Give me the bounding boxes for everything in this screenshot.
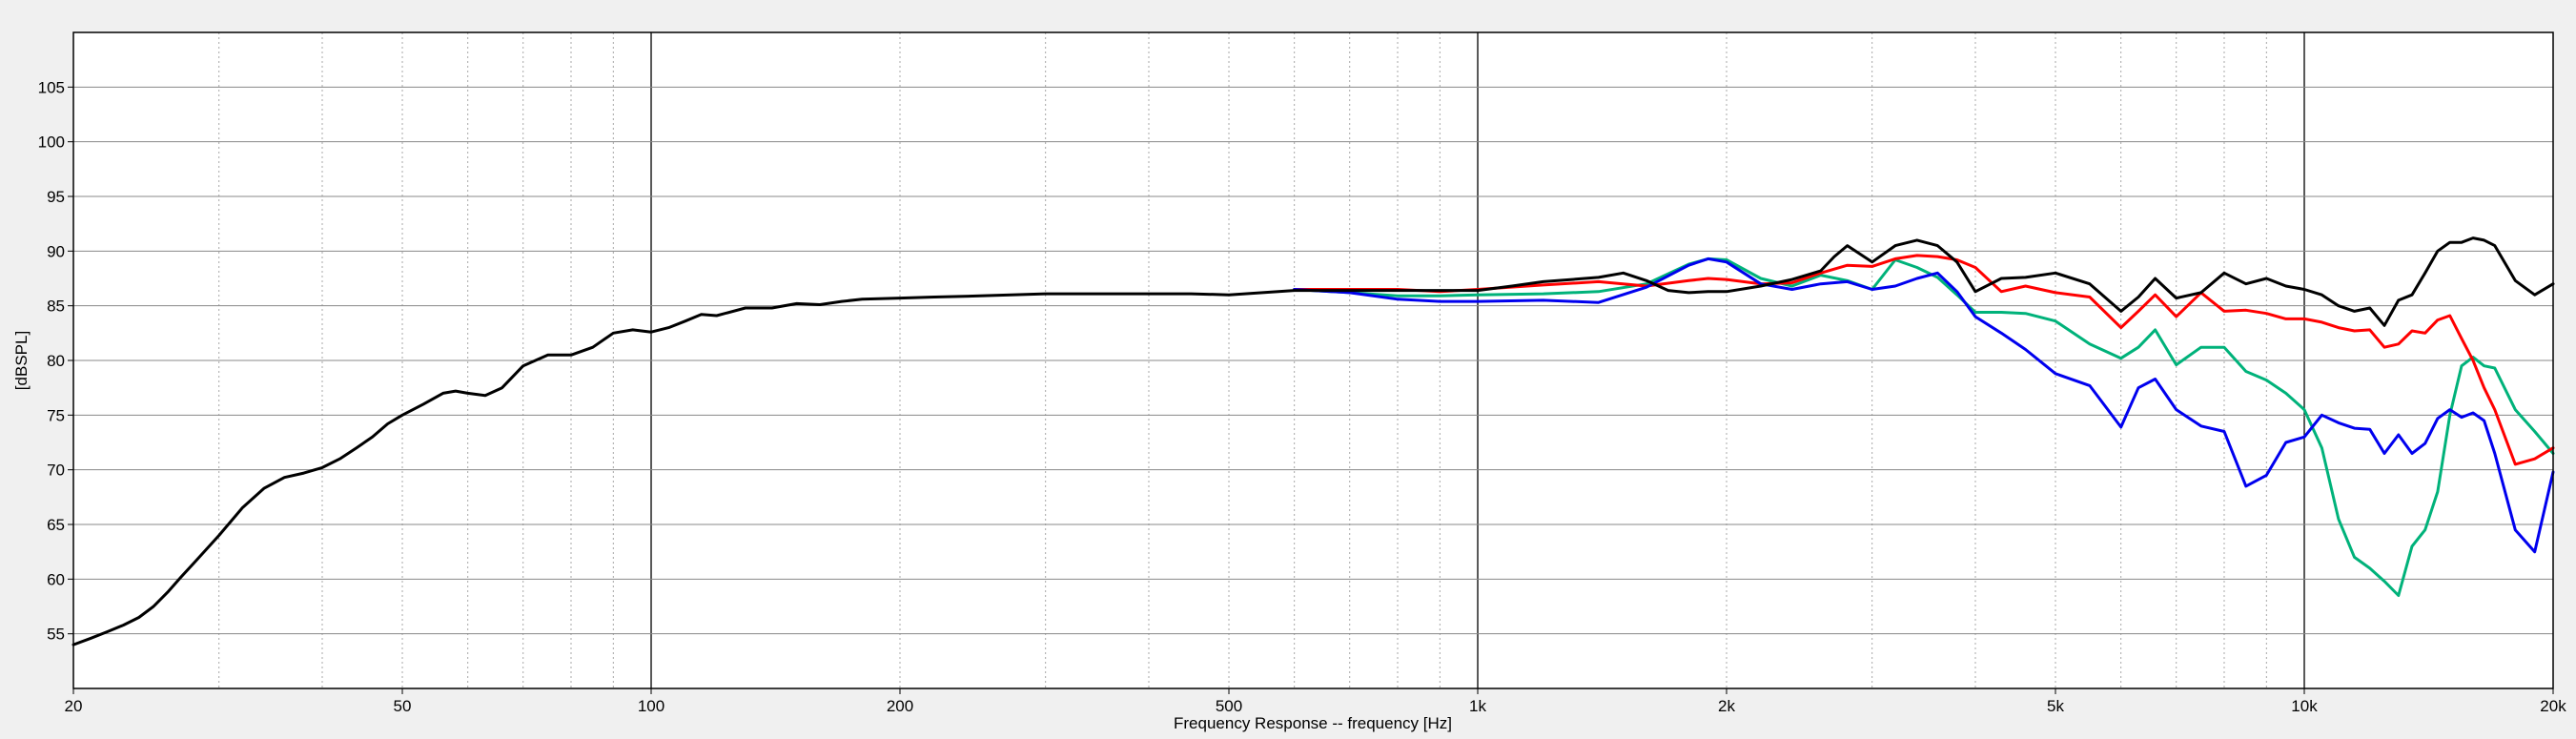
y-tick-label: 80 xyxy=(47,352,65,370)
x-tick-label: 1k xyxy=(1469,697,1486,715)
x-tick-label: 500 xyxy=(1216,697,1242,715)
major-grid xyxy=(73,32,2553,688)
series-line-2 xyxy=(1293,254,2555,466)
series-line-3 xyxy=(1293,257,2555,554)
x-tick-label: 200 xyxy=(887,697,913,715)
y-tick-label: 60 xyxy=(47,570,65,588)
x-axis-title: Frequency Response -- frequency [Hz] xyxy=(1174,714,1452,732)
x-tick-label: 20k xyxy=(2540,697,2566,715)
x-tick-label: 20 xyxy=(65,697,83,715)
y-tick-label: 55 xyxy=(47,626,65,644)
series-line-4 xyxy=(72,236,2555,647)
series-layer xyxy=(72,236,2555,647)
x-tick-label: 50 xyxy=(394,697,412,715)
y-tick-label: 105 xyxy=(38,78,65,96)
y-tick-label: 65 xyxy=(47,516,65,534)
x-tick-label: 100 xyxy=(638,697,664,715)
y-tick-labels: 55 60 65 70 75 80 85 90 95 100 105 xyxy=(38,78,65,643)
x-tick-label: 10k xyxy=(2291,697,2318,715)
y-axis-title: [dBSPL] xyxy=(12,331,31,390)
y-tick-label: 85 xyxy=(47,298,65,316)
y-tick-label: 100 xyxy=(38,133,65,152)
tick-marks xyxy=(68,86,2554,694)
y-tick-label: 70 xyxy=(47,462,65,480)
y-tick-label: 75 xyxy=(47,406,65,424)
y-tick-label: 95 xyxy=(47,188,65,206)
y-tick-label: 90 xyxy=(47,242,65,260)
x-tick-label: 5k xyxy=(2047,697,2064,715)
x-tick-label: 2k xyxy=(1718,697,1735,715)
x-tick-labels: 20 50 100 200 500 1k 2k 5k 10k 20k xyxy=(65,697,2567,715)
